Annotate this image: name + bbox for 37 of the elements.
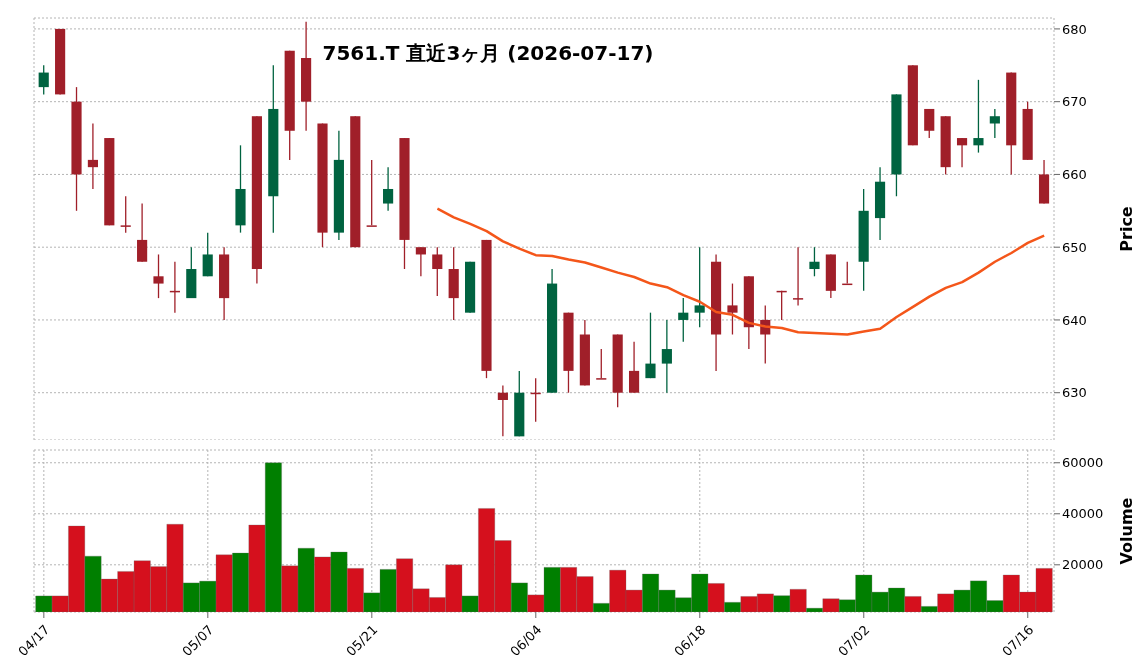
candlestick bbox=[678, 297, 689, 343]
candlestick bbox=[497, 384, 508, 438]
candlestick bbox=[661, 319, 672, 394]
y-tick-label: 60000 bbox=[1062, 455, 1104, 471]
y-tick-label: 670 bbox=[1062, 94, 1087, 110]
candlestick bbox=[87, 122, 98, 190]
text: 7561.T 直近3ヶ月 (2026-07-17) bbox=[321, 40, 655, 67]
y-tick-label: 640 bbox=[1062, 312, 1087, 328]
candlestick bbox=[645, 312, 656, 379]
y-tick-label: 20000 bbox=[1062, 557, 1104, 573]
y-axis-title: Volume bbox=[1116, 497, 1136, 565]
y-tick-label: 40000 bbox=[1062, 506, 1104, 522]
candlestick bbox=[596, 348, 607, 380]
candlestick bbox=[202, 231, 213, 277]
candlestick bbox=[137, 202, 148, 263]
candlestick bbox=[628, 341, 640, 394]
candlestick bbox=[694, 246, 705, 328]
y-tick-label: 680 bbox=[1062, 21, 1087, 37]
candlestick bbox=[924, 108, 935, 139]
candlestick bbox=[366, 159, 377, 227]
y-tick-label: 650 bbox=[1062, 239, 1087, 255]
candlestick bbox=[120, 195, 131, 234]
y-tick-label: 630 bbox=[1062, 385, 1087, 401]
candlestick bbox=[38, 64, 49, 96]
y-axis-title: Price bbox=[1116, 206, 1136, 252]
candlestick bbox=[727, 282, 738, 336]
candlestick bbox=[415, 246, 426, 277]
candlestick bbox=[809, 246, 820, 277]
candlestick bbox=[383, 166, 394, 212]
y-tick-label: 660 bbox=[1062, 167, 1087, 183]
candlestick bbox=[956, 137, 968, 168]
candlestick bbox=[973, 79, 984, 154]
line-series bbox=[436, 207, 1046, 336]
candlestick bbox=[432, 246, 443, 297]
candlestick bbox=[792, 246, 804, 307]
candlestick bbox=[153, 253, 164, 299]
candlestick bbox=[989, 108, 1000, 139]
